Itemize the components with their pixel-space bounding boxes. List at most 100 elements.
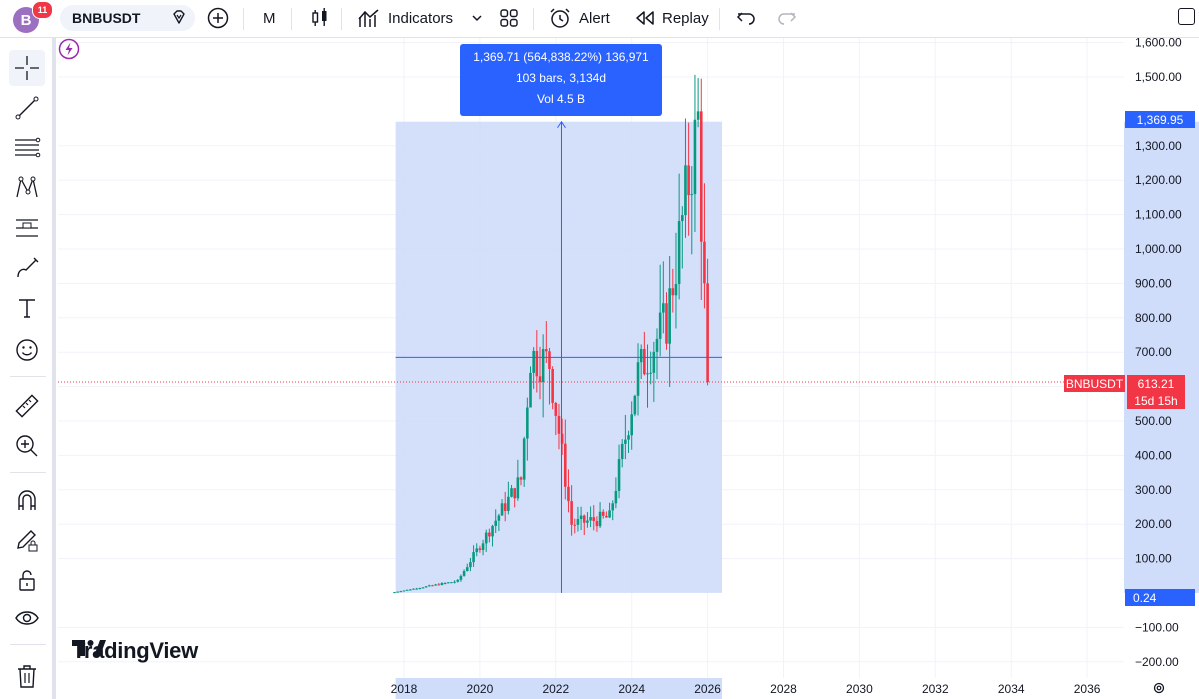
layouts-button[interactable] — [499, 0, 519, 36]
time-tick-label: 2030 — [846, 682, 873, 696]
notification-badge: 11 — [32, 1, 53, 19]
candles — [393, 74, 709, 594]
measure-bars: 103 bars, 3,134d — [515, 71, 607, 85]
candle-body — [636, 362, 640, 396]
divider — [243, 8, 244, 30]
indicators-dropdown-button[interactable] — [470, 0, 484, 36]
candle-body — [617, 459, 621, 491]
crosshair-tool[interactable] — [9, 50, 45, 86]
visibility-tool[interactable] — [9, 600, 45, 636]
remove-drawings-tool[interactable] — [9, 658, 45, 694]
emoji-tool[interactable] — [9, 332, 45, 368]
candle-body — [681, 215, 684, 222]
time-tick-label: 2032 — [922, 682, 949, 696]
price-tick-label: 1,100.00 — [1135, 208, 1182, 222]
fullscreen-button[interactable] — [1178, 8, 1195, 25]
lightning-icon[interactable] — [58, 38, 80, 60]
settings-icon[interactable] — [1153, 682, 1165, 694]
time-tick-label: 2036 — [1074, 682, 1101, 696]
zoom-tool[interactable] — [9, 428, 45, 464]
fib-tool[interactable] — [9, 130, 45, 166]
price-tick-label: 300.00 — [1135, 483, 1172, 497]
divider — [533, 8, 534, 30]
candle-body — [481, 543, 485, 550]
candle-body — [431, 585, 434, 587]
candle-body — [424, 586, 428, 588]
redo-button[interactable] — [777, 0, 797, 36]
candle-body — [421, 587, 425, 589]
lock-drawing-tool[interactable] — [9, 522, 45, 558]
pattern-tool[interactable] — [9, 170, 45, 206]
undo-button[interactable] — [736, 0, 756, 36]
candle-body — [595, 521, 599, 527]
brush-tool[interactable] — [9, 250, 45, 286]
time-tick-label: 2018 — [391, 682, 418, 696]
candle-body — [488, 532, 491, 537]
candle-body — [677, 221, 681, 284]
chart-canvas[interactable]: 1,600.00 1,500.00 1,300.00 1,200.00 1,100.00… — [58, 38, 1199, 699]
time-tick-label: 2020 — [467, 682, 494, 696]
symbol-price-label: BNBUSDT — [1064, 375, 1125, 392]
measure-tool[interactable] — [9, 388, 45, 424]
candle-body — [491, 525, 494, 537]
candle-body — [551, 369, 554, 403]
candle-body — [415, 588, 418, 590]
candle-body — [655, 338, 659, 352]
price-axis-highlight — [1124, 121, 1199, 593]
divider — [291, 8, 292, 30]
candle-body — [475, 548, 479, 553]
magnet-tool[interactable] — [9, 482, 45, 518]
candle-body — [614, 490, 618, 504]
text-tool[interactable] — [9, 290, 45, 326]
time-tick-label: 2034 — [998, 682, 1025, 696]
candle-body — [443, 582, 447, 584]
add-symbol-button[interactable] — [206, 0, 230, 36]
candle-body — [582, 515, 586, 523]
candle-body — [497, 515, 501, 521]
candle-body — [649, 372, 652, 374]
chart-type-button[interactable] — [309, 0, 331, 36]
indicators-icon — [358, 9, 379, 27]
candle-body — [598, 511, 602, 527]
candle-body — [605, 515, 608, 518]
symbol-search[interactable]: BNBUSDT — [60, 5, 195, 31]
indicators-label: Indicators — [388, 9, 454, 27]
candle-body — [620, 443, 624, 460]
alert-button[interactable]: Alert — [548, 0, 610, 36]
candle-body — [557, 415, 561, 434]
candle-body — [446, 582, 450, 584]
candle-body — [510, 488, 513, 497]
candle-body — [563, 443, 567, 487]
candle-body — [696, 111, 700, 120]
zoom-in-icon — [16, 435, 38, 457]
candle-body — [519, 477, 523, 480]
candle-body — [611, 503, 615, 511]
candle-body — [658, 312, 662, 339]
brush-icon — [17, 257, 39, 278]
unlock-tool[interactable] — [9, 562, 45, 598]
candle-body — [624, 439, 627, 444]
time-tick-label: 2028 — [770, 682, 797, 696]
candle-body — [516, 477, 520, 499]
candle-body — [396, 591, 399, 593]
candle-body — [589, 517, 592, 521]
indicators-button[interactable]: Indicators — [358, 0, 453, 36]
chart-area[interactable]: 1,600.00 1,500.00 1,300.00 1,200.00 1,100.00… — [58, 38, 1199, 699]
candle-body — [418, 588, 422, 590]
candle-body — [633, 395, 637, 415]
price-tick-label: 700.00 — [1135, 345, 1172, 359]
time-axis[interactable]: 2018 2020 2022 2024 2026 2028 2030 2032 2034 2036 — [391, 682, 1101, 696]
candle-body — [687, 165, 690, 196]
replay-button[interactable]: Replay — [634, 0, 709, 36]
trend-line-tool[interactable] — [9, 90, 45, 126]
candle-body — [450, 582, 453, 584]
candle-body — [652, 351, 656, 373]
tradingview-logo[interactable]: TradingView — [72, 638, 198, 664]
price-tick-label: −200.00 — [1135, 655, 1179, 669]
interval-button[interactable]: M — [263, 0, 276, 36]
text-icon — [19, 299, 35, 318]
forecast-tool[interactable] — [9, 210, 45, 246]
candle-body — [399, 591, 403, 593]
diamond-icon[interactable] — [170, 9, 188, 27]
last-price-label: 613.21 — [1127, 375, 1185, 392]
